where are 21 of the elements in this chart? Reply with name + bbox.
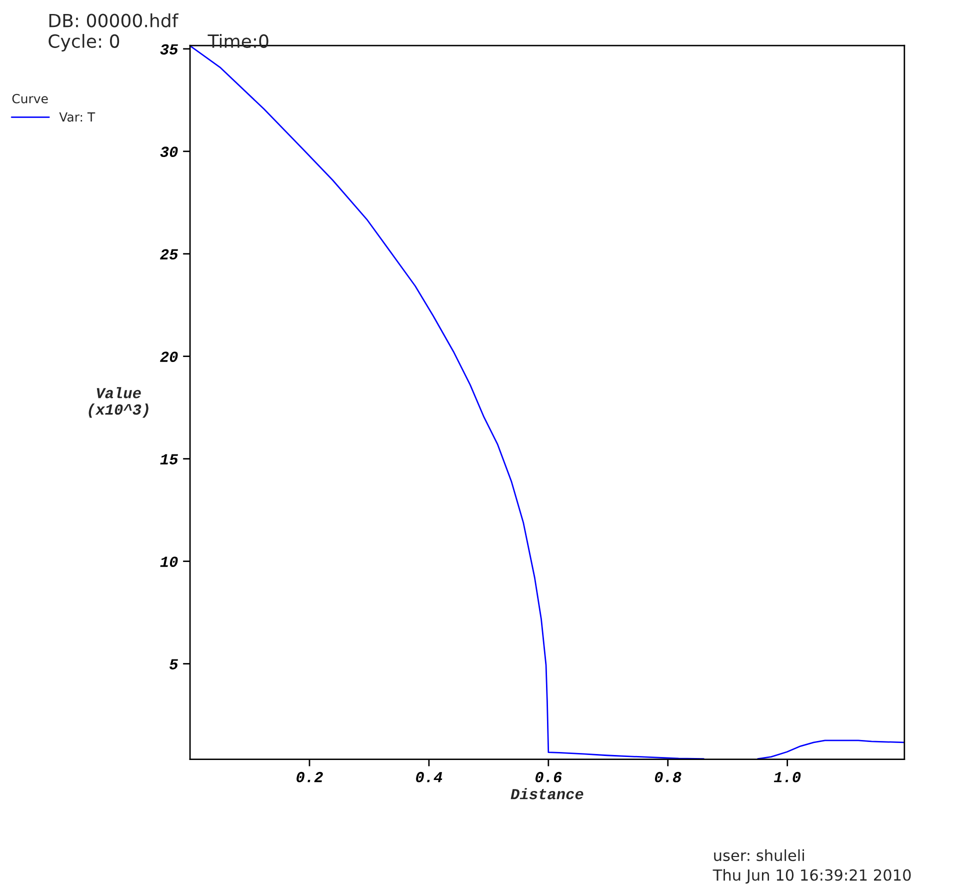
y-tick-label: 5 (170, 659, 178, 670)
chart-title: DB: 00000.hdf (49, 13, 179, 28)
x-axis-title: Distance (510, 788, 584, 800)
y-tick-label: 30 (160, 146, 178, 158)
y-tick-label: 15 (160, 454, 178, 464)
x-tick-label: 0.6 (536, 772, 562, 782)
y-tick-label: 35 (160, 44, 178, 55)
text: user: shuleli (714, 849, 804, 862)
annotation: Time:0 (208, 34, 268, 48)
y-tick-label: 25 (160, 249, 178, 260)
legend-label: Var: T (59, 112, 96, 122)
legend-title: Curve (12, 94, 48, 104)
x-tick-label: 0.2 (296, 772, 323, 782)
text: Thu Jun 10 16:39:21 2010 (712, 868, 911, 884)
y-tick-label: 20 (160, 352, 178, 362)
y-tick-label: 10 (160, 556, 178, 567)
x-tick-label: 1.0 (774, 772, 801, 782)
x-tick-label: 0.4 (416, 772, 442, 782)
x-tick-label: 0.8 (654, 772, 682, 782)
text: Cycle: 0 (48, 34, 120, 52)
y-axis-title: Value (x10^3) (88, 387, 148, 418)
